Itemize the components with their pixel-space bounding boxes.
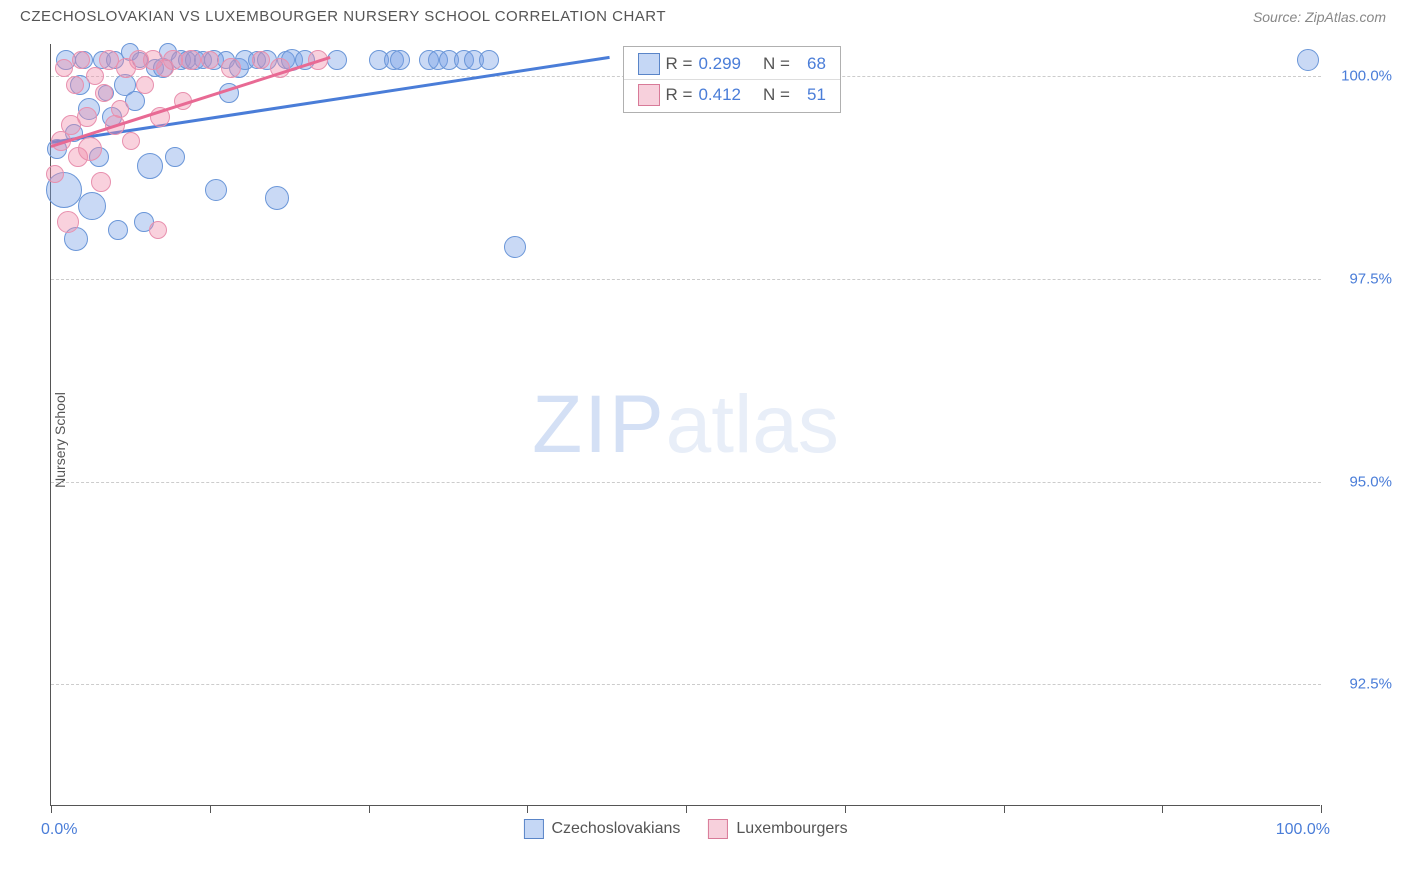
scatter-point (66, 76, 84, 94)
scatter-point (479, 50, 499, 70)
scatter-point (86, 67, 104, 85)
bottom-legend-item: Luxembourgers (708, 819, 847, 839)
legend-series-name: Luxembourgers (736, 820, 847, 838)
x-tick (527, 805, 528, 813)
gridline (51, 279, 1321, 280)
scatter-point (72, 51, 90, 69)
scatter-point (265, 186, 289, 210)
correlation-legend: R =0.299 N = 68 R =0.412 N = 51 (623, 46, 841, 113)
scatter-point (111, 100, 129, 118)
y-tick-label: 95.0% (1332, 473, 1392, 490)
watermark: ZIPatlas (532, 378, 839, 472)
bottom-legend: Czechoslovakians Luxembourgers (523, 819, 847, 839)
source-name: ZipAtlas.com (1305, 9, 1386, 25)
x-tick (1004, 805, 1005, 813)
scatter-point (55, 59, 73, 77)
scatter-point (252, 51, 270, 69)
x-axis-max-label: 100.0% (1276, 821, 1330, 839)
chart-title: CZECHOSLOVAKIAN VS LUXEMBOURGER NURSERY … (20, 8, 666, 25)
legend-n-label: N = (763, 85, 790, 105)
legend-r-value: 0.412 (698, 85, 741, 105)
x-tick (1321, 805, 1322, 813)
scatter-point (122, 132, 140, 150)
scatter-point (46, 165, 64, 183)
scatter-point (108, 220, 128, 240)
x-tick (845, 805, 846, 813)
watermark-atlas: atlas (666, 379, 839, 470)
scatter-point (327, 50, 347, 70)
scatter-point (181, 50, 201, 70)
source-label: Source: (1253, 9, 1301, 25)
x-tick (686, 805, 687, 813)
scatter-point (1297, 49, 1319, 71)
gridline (51, 482, 1321, 483)
scatter-point (77, 107, 97, 127)
y-tick-label: 97.5% (1332, 271, 1392, 288)
chart-source: Source: ZipAtlas.com (1253, 9, 1386, 25)
scatter-point (390, 50, 410, 70)
legend-swatch (638, 84, 660, 106)
scatter-point (504, 236, 526, 258)
scatter-point (136, 76, 154, 94)
watermark-zip: ZIP (532, 379, 666, 470)
gridline (51, 684, 1321, 685)
scatter-point (137, 153, 163, 179)
x-tick (210, 805, 211, 813)
legend-n-label: N = (763, 54, 790, 74)
y-tick-label: 92.5% (1332, 676, 1392, 693)
scatter-point (78, 192, 106, 220)
legend-n-value: 51 (796, 85, 826, 105)
scatter-point (78, 137, 102, 161)
legend-r-label: R = (666, 85, 693, 105)
chart-header: CZECHOSLOVAKIAN VS LUXEMBOURGER NURSERY … (0, 0, 1406, 33)
y-tick-label: 100.0% (1332, 68, 1392, 85)
legend-swatch (708, 819, 728, 839)
x-axis-min-label: 0.0% (41, 821, 77, 839)
scatter-point (149, 221, 167, 239)
legend-r-value: 0.299 (698, 54, 741, 74)
scatter-point (95, 84, 113, 102)
legend-row: R =0.412 N = 51 (624, 79, 840, 110)
bottom-legend-item: Czechoslovakians (523, 819, 680, 839)
scatter-point (205, 179, 227, 201)
legend-swatch (523, 819, 543, 839)
scatter-point (91, 172, 111, 192)
plot-area: ZIPatlas 0.0% 100.0% CzechoslovakiansLux… (50, 44, 1320, 806)
chart-container: Nursery School ZIPatlas 0.0% 100.0% Czec… (50, 44, 1390, 836)
x-tick (51, 805, 52, 813)
legend-n-value: 68 (796, 54, 826, 74)
scatter-point (165, 147, 185, 167)
legend-series-name: Czechoslovakians (551, 820, 680, 838)
x-tick (1162, 805, 1163, 813)
scatter-point (221, 58, 241, 78)
scatter-point (201, 51, 219, 69)
scatter-point (57, 211, 79, 233)
legend-swatch (638, 53, 660, 75)
legend-r-label: R = (666, 54, 693, 74)
legend-row: R =0.299 N = 68 (624, 49, 840, 79)
x-tick (369, 805, 370, 813)
